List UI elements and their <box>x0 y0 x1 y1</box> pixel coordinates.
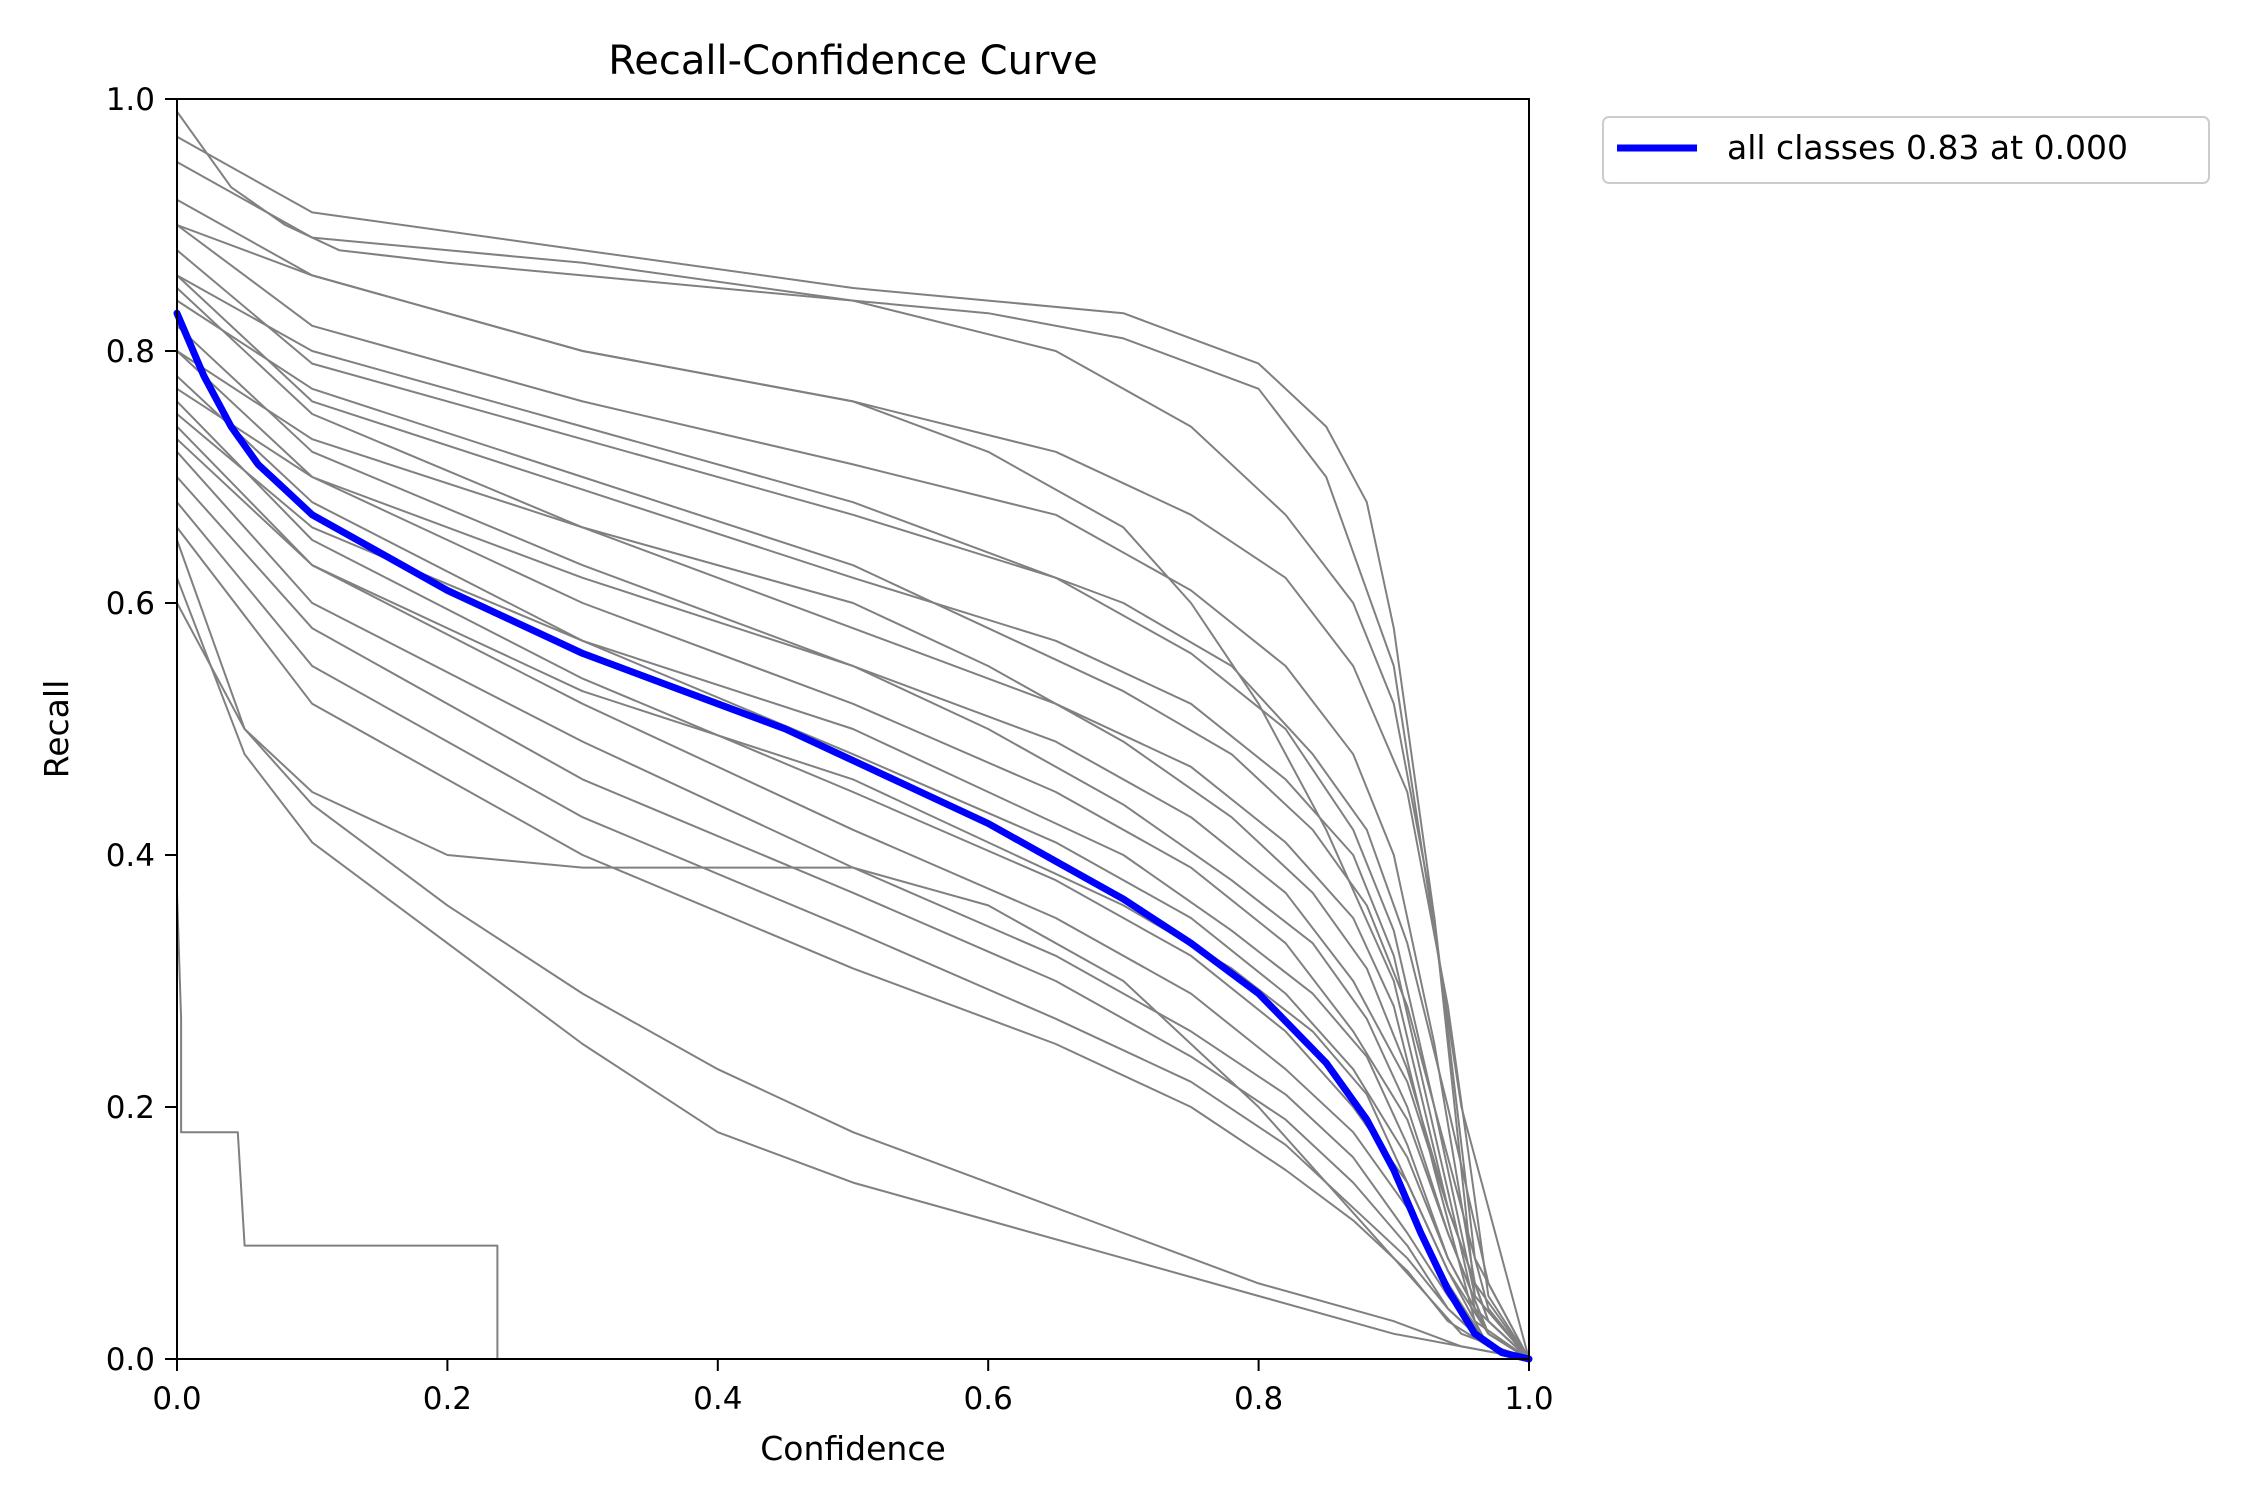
class-curve-16 <box>176 526 1530 1360</box>
plot-frame <box>176 98 1530 1360</box>
class-curve-23 <box>176 387 1530 1360</box>
class-curve-7 <box>176 287 1530 1360</box>
x-tick-label: 0.0 <box>152 1381 201 1417</box>
y-tick-label: 0.6 <box>106 586 155 622</box>
class-curves <box>176 111 1530 1360</box>
class-curve-8 <box>176 325 1530 1360</box>
class-curve-14 <box>176 476 1530 1360</box>
class-curve-22 <box>176 350 1530 1360</box>
class-curve-20 <box>176 274 1530 1360</box>
class-curve-11 <box>176 400 1530 1360</box>
y-tick-label: 0.8 <box>106 334 155 370</box>
y-axis-label: Recall <box>37 680 76 778</box>
class-curve-26 <box>176 602 1530 1360</box>
class-curve-21 <box>176 299 1530 1360</box>
y-tick-label: 1.0 <box>106 82 155 118</box>
x-tick-label: 0.4 <box>693 1381 742 1417</box>
legend: all classes 0.83 at 0.000 <box>1602 116 2210 184</box>
class-curve-1 <box>176 135 1530 1360</box>
class-curve-18 <box>176 577 1530 1360</box>
class-curve-12 <box>176 425 1530 1360</box>
x-axis-ticks: 0.0 0.2 0.4 0.6 0.8 1.0 <box>152 1359 1554 1417</box>
series-line-all-classes <box>173 309 1533 1363</box>
legend-box <box>1602 116 2210 184</box>
y-tick-label: 0.2 <box>106 1090 155 1126</box>
class-curve-5 <box>176 249 1530 1360</box>
legend-entry-all-classes: all classes 0.83 at 0.000 <box>1727 128 2128 167</box>
class-curve-15 <box>176 501 1530 1360</box>
x-tick-label: 1.0 <box>1504 1381 1553 1417</box>
chart-title: Recall-Confidence Curve <box>608 38 1097 84</box>
class-curve-27 <box>176 111 1530 1360</box>
class-curve-28 <box>176 892 1529 1360</box>
class-curve-24 <box>176 413 1530 1360</box>
class-curve-17 <box>176 539 1530 1360</box>
y-tick-label: 0.0 <box>106 1342 155 1378</box>
x-axis-label: Confidence <box>760 1429 946 1468</box>
x-tick-label: 0.8 <box>1234 1381 1283 1417</box>
class-curve-6 <box>176 274 1530 1360</box>
aggregate-series <box>173 309 1533 1363</box>
x-tick-label: 0.2 <box>423 1381 472 1417</box>
class-curve-25 <box>176 438 1530 1360</box>
x-tick-label: 0.6 <box>964 1381 1013 1417</box>
class-curve-13 <box>176 451 1530 1360</box>
y-tick-label: 0.4 <box>106 838 155 874</box>
y-axis-ticks: 0.0 0.2 0.4 0.6 0.8 1.0 <box>106 82 177 1378</box>
